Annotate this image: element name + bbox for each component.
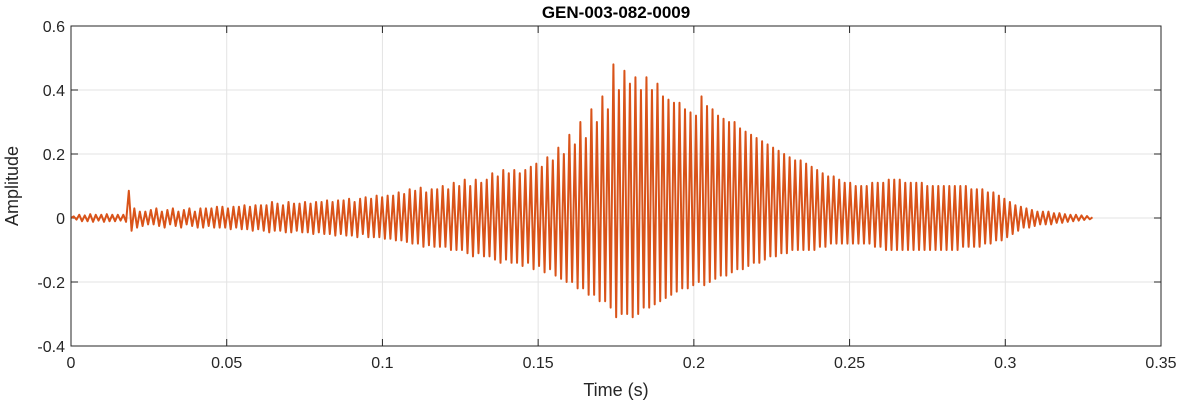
x-tick-label: 0.3: [994, 355, 1016, 372]
x-tick-label: 0.15: [523, 355, 554, 372]
y-tick-label: 0.4: [43, 83, 65, 100]
y-tick-label: -0.4: [37, 339, 65, 356]
y-axis-label: Amplitude: [2, 146, 22, 226]
x-tick-label: 0.25: [834, 355, 865, 372]
x-axis-label: Time (s): [583, 380, 648, 400]
x-tick-label: 0.35: [1145, 355, 1176, 372]
series-layer: [70, 63, 1094, 319]
y-tick-label: -0.2: [37, 275, 65, 292]
chart-title: GEN-003-082-0009: [542, 3, 690, 22]
axes-box: [70, 25, 1162, 347]
y-tick-label: 0.2: [43, 147, 65, 164]
x-tick-label: 0: [67, 355, 76, 372]
y-tick-label: 0.6: [43, 19, 65, 36]
tick-labels: 0 0.05 0.1 0.15 0.2 0.25 0.3 0.35 -0.4 -0.2 0 0.2 0.…: [37, 19, 1176, 372]
x-tick-label: 0.05: [211, 355, 242, 372]
x-tick-label: 0.2: [683, 355, 705, 372]
y-tick-label: 0: [56, 211, 65, 228]
x-tick-label: 0.1: [371, 355, 393, 372]
series-line-0: [70, 63, 1094, 319]
